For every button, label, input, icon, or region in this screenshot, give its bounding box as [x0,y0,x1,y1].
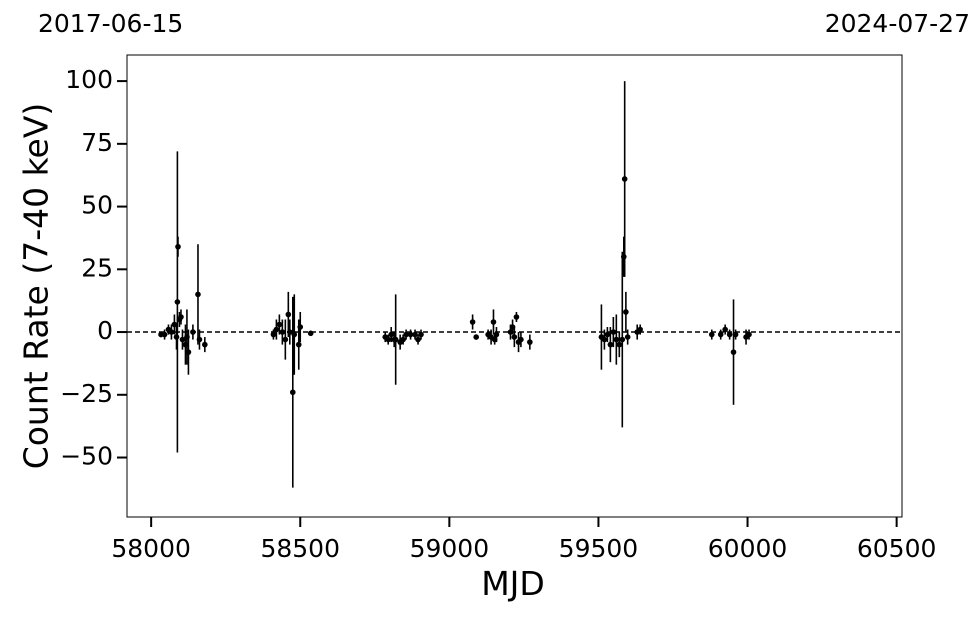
x-tick-label: 60000 [708,534,788,563]
data-point [624,334,631,340]
data-point [619,336,626,343]
data-point [161,331,168,338]
data-point [623,309,629,315]
data-point [732,331,739,338]
y-tick-label: 50 [81,191,113,220]
y-tick-label: −50 [60,442,113,471]
data-point [297,324,304,330]
data-point [518,336,524,343]
data-point [185,349,192,355]
x-axis-label: MJD [481,564,545,603]
x-tick-label: 58000 [111,534,191,563]
data-point [511,334,518,340]
y-tick-label: 75 [81,128,113,157]
data-point [407,331,414,338]
data-point [730,349,737,355]
y-tick-label: 0 [97,316,113,345]
y-tick-label: 100 [65,65,113,94]
data-point [307,330,314,337]
data-point [601,336,608,343]
data-point [621,176,628,182]
x-tick-label: 60500 [857,534,937,563]
data-point [613,336,620,343]
data-point [196,336,203,343]
data-point [513,314,520,320]
data-point [273,326,280,333]
data-point [279,329,286,335]
data-point [178,314,184,320]
y-tick-label: −25 [60,379,113,408]
x-tick-label: 58500 [260,534,340,563]
data-point [276,321,283,328]
data-point [493,331,500,338]
data-point [604,331,611,338]
data-point [285,311,292,318]
data-point [190,329,196,335]
plot-frame [126,54,903,518]
data-point [173,334,180,340]
data-point [620,253,627,260]
data-point [202,341,208,348]
data-point [527,339,533,345]
data-point [289,389,296,396]
data-point [607,341,614,348]
data-point [746,331,752,338]
y-axis-label: Count Rate (7-40 keV) [17,103,56,470]
y-tick-label: 25 [81,253,113,282]
data-point [722,326,728,333]
data-point [291,331,298,338]
data-point [392,336,399,343]
data-point [610,329,617,335]
x-tick-label: 59500 [559,534,639,563]
data-point [708,331,715,338]
start-date: 2017-06-15 [38,9,183,38]
data-point [415,336,421,343]
data-point [168,329,175,335]
data-point [270,331,277,338]
end-date: 2024-07-27 [825,9,970,38]
data-point [179,336,186,343]
x-tick-label: 59000 [410,534,490,563]
data-point [403,331,409,338]
data-point [726,331,733,338]
data-point [469,319,476,325]
data-point [287,329,293,335]
data-point [388,331,394,338]
data-point [717,331,724,338]
data-point [174,299,181,305]
data-point [412,331,418,338]
data-point [175,243,181,250]
data-point [400,336,406,343]
data-point [616,341,623,348]
data-point [490,319,497,325]
data-point [473,334,479,340]
data-point [385,336,392,343]
data-point [282,336,289,343]
data-point [195,291,201,298]
data-point [418,331,424,338]
data-point [637,326,643,333]
data-point [295,341,302,348]
